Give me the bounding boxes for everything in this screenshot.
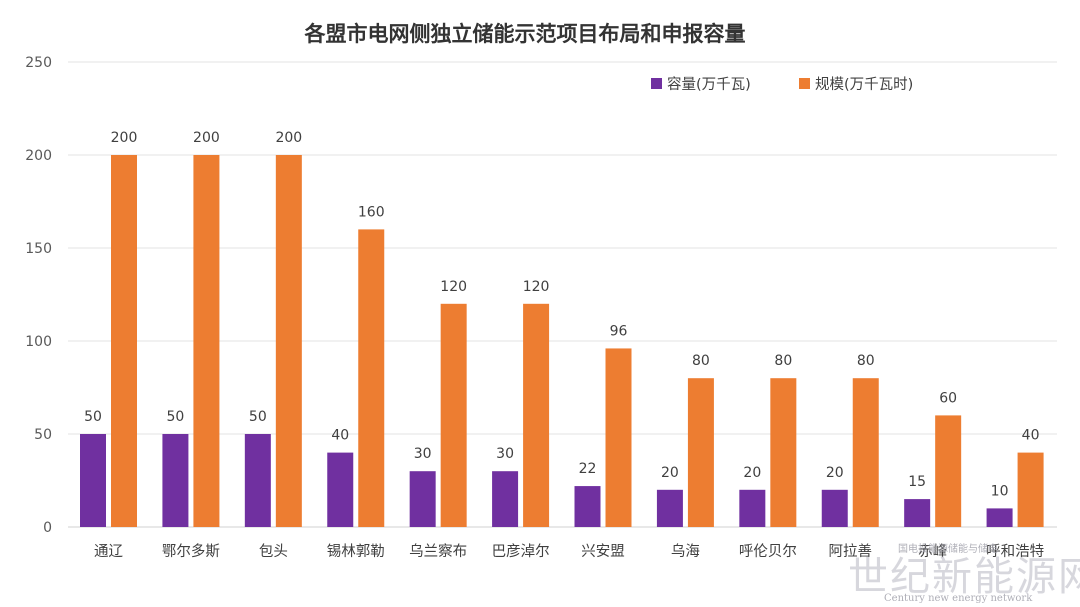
bar-capacity-8 <box>739 489 766 527</box>
category-label-9: 阿拉善 <box>829 543 873 560</box>
category-label-4: 乌兰察布 <box>409 542 467 560</box>
watermark: 国电投能源储能与储电 世纪新能源网 Century new energy net… <box>848 542 1080 604</box>
data-label-scale-6: 96 <box>610 323 628 339</box>
data-label-scale-7: 80 <box>692 353 710 369</box>
data-label-capacity-9: 20 <box>826 465 844 481</box>
category-label-10: 赤峰 <box>918 543 947 560</box>
bar-scale-11 <box>1017 452 1044 527</box>
bar-capacity-3 <box>327 452 354 527</box>
category-label-1: 鄂尔多斯 <box>162 543 220 560</box>
bar-capacity-11 <box>986 508 1013 527</box>
watermark-sub-text: Century new energy network <box>884 593 1033 604</box>
data-label-capacity-11: 10 <box>991 483 1009 499</box>
bar-capacity-10 <box>904 499 931 527</box>
y-tick-label: 200 <box>25 148 52 164</box>
bar-scale-9 <box>852 378 879 527</box>
data-labels: 50 200 50 200 50 200 40 160 30 120 30 120 22 96 20 80 20… <box>84 130 1039 499</box>
data-label-scale-0: 200 <box>111 130 138 146</box>
bar-capacity-7 <box>656 489 683 527</box>
category-label-2: 包头 <box>259 543 288 560</box>
data-label-capacity-0: 50 <box>84 409 102 425</box>
data-label-capacity-10: 15 <box>908 474 926 490</box>
y-tick-label: 100 <box>25 334 52 350</box>
y-tick-label: 150 <box>25 241 52 257</box>
bars <box>80 155 1044 527</box>
data-label-scale-5: 120 <box>523 279 550 295</box>
legend-swatch-scale <box>799 78 810 89</box>
bar-scale-2 <box>275 155 302 527</box>
chart-title: 各盟市电网侧独立储能示范项目布局和申报容量 <box>304 21 746 46</box>
y-tick-label: 50 <box>34 427 52 443</box>
category-label-8: 呼伦贝尔 <box>739 543 797 560</box>
category-label-0: 通辽 <box>94 543 123 560</box>
x-axis-categories: 通辽 鄂尔多斯 包头 锡林郭勒 乌兰察布 巴彦淖尔 兴安盟 乌海 呼伦贝尔 阿拉善 赤峰 呼和浩特 <box>94 542 1044 560</box>
bar-scale-6 <box>605 348 632 527</box>
data-label-capacity-6: 22 <box>579 461 597 477</box>
gridlines <box>68 61 1057 528</box>
legend-label-scale: 规模(万千瓦时) <box>815 76 913 93</box>
data-label-scale-8: 80 <box>774 353 792 369</box>
data-label-scale-3: 160 <box>358 204 385 220</box>
data-label-scale-10: 60 <box>939 390 957 406</box>
category-label-6: 兴安盟 <box>581 543 625 560</box>
bar-scale-0 <box>111 155 137 527</box>
legend: 容量(万千瓦) 规模(万千瓦时) <box>651 76 913 93</box>
category-label-7: 乌海 <box>671 543 700 560</box>
bar-scale-8 <box>770 378 797 527</box>
data-label-scale-1: 200 <box>193 130 220 146</box>
data-label-scale-4: 120 <box>440 279 467 295</box>
bar-capacity-9 <box>821 489 848 527</box>
category-label-5: 巴彦淖尔 <box>492 543 550 560</box>
y-axis-ticks: 0 50 100 150 200 250 <box>25 55 52 536</box>
legend-label-capacity: 容量(万千瓦) <box>667 76 751 93</box>
legend-swatch-capacity <box>651 78 662 89</box>
bar-scale-3 <box>358 229 385 527</box>
y-tick-label: 250 <box>25 55 52 71</box>
watermark-small-text: 国电投能源储能与储电 <box>898 542 998 555</box>
data-label-capacity-3: 40 <box>331 428 349 444</box>
y-tick-label: 0 <box>43 520 52 536</box>
data-label-capacity-8: 20 <box>743 465 761 481</box>
bar-capacity-5 <box>492 471 519 527</box>
watermark-main-text: 世纪新能源网 <box>848 554 1080 600</box>
bar-scale-1 <box>193 155 220 527</box>
bar-capacity-0 <box>80 434 106 527</box>
data-label-capacity-4: 30 <box>414 446 432 462</box>
category-label-3: 锡林郭勒 <box>327 543 385 560</box>
data-label-capacity-2: 50 <box>249 409 267 425</box>
data-label-scale-11: 40 <box>1022 428 1040 444</box>
data-label-capacity-1: 50 <box>167 409 185 425</box>
data-label-capacity-5: 30 <box>496 446 514 462</box>
bar-scale-5 <box>523 303 550 527</box>
data-label-capacity-7: 20 <box>661 465 679 481</box>
bar-capacity-2 <box>244 434 271 527</box>
bar-capacity-4 <box>409 471 436 527</box>
category-label-11: 呼和浩特 <box>986 543 1044 560</box>
bar-capacity-6 <box>574 486 601 527</box>
bar-scale-10 <box>935 415 962 527</box>
bar-scale-4 <box>440 303 467 527</box>
data-label-scale-2: 200 <box>275 130 302 146</box>
bar-capacity-1 <box>162 434 189 527</box>
bar-scale-7 <box>687 378 714 527</box>
data-label-scale-9: 80 <box>857 353 875 369</box>
